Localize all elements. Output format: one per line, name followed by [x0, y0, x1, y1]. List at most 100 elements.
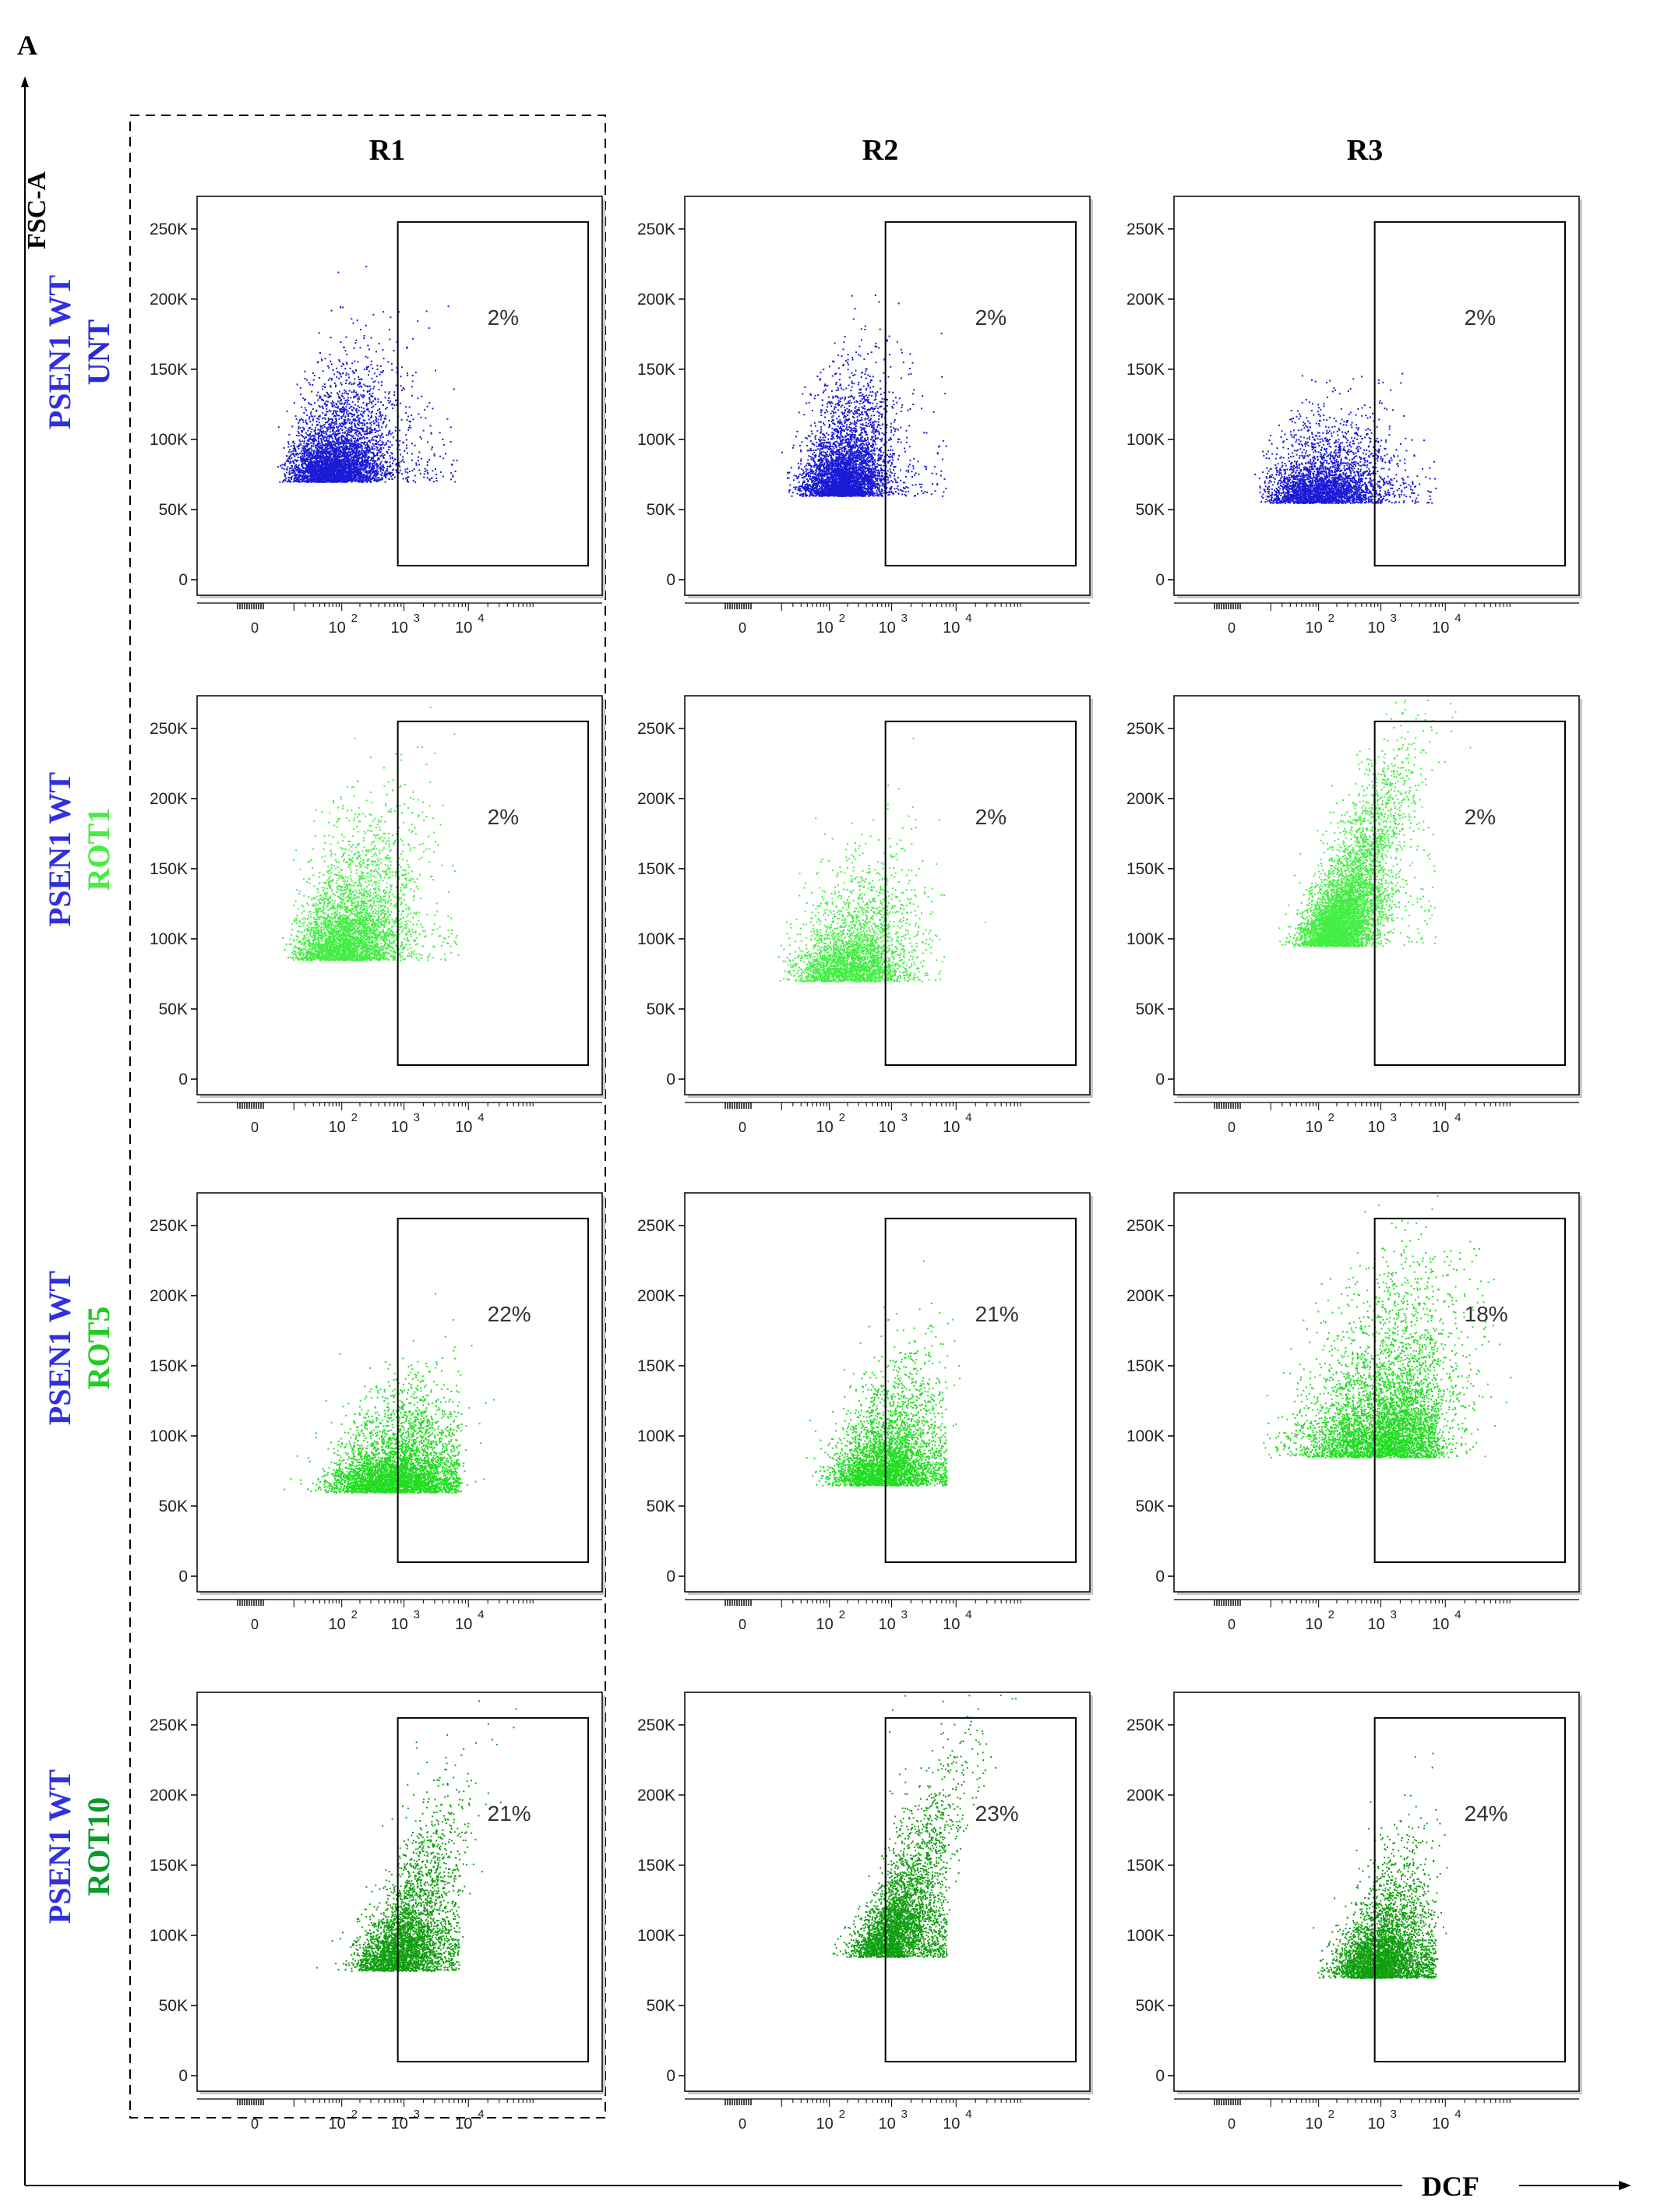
point [322, 443, 323, 445]
point [367, 357, 368, 358]
point [309, 404, 311, 405]
point [312, 372, 314, 374]
point [376, 436, 378, 437]
point [308, 416, 310, 418]
point [291, 465, 292, 467]
point [363, 390, 365, 392]
point [372, 439, 373, 441]
point [451, 464, 453, 465]
point [286, 411, 287, 412]
point [368, 397, 370, 399]
point [407, 429, 409, 431]
point [354, 440, 355, 442]
row-label-3: PSEN1 WTROT10 [42, 1769, 116, 1924]
point [339, 391, 340, 393]
point [336, 456, 337, 457]
point [372, 405, 374, 407]
point [335, 433, 337, 435]
point [342, 393, 344, 394]
point [374, 436, 375, 437]
point [360, 329, 361, 330]
point [372, 471, 374, 473]
point [388, 449, 390, 450]
point [408, 427, 410, 429]
point [417, 320, 418, 322]
point [278, 426, 280, 428]
point [335, 412, 337, 414]
point [303, 412, 305, 414]
point [450, 478, 452, 480]
point [390, 472, 391, 474]
point [338, 396, 340, 397]
point [385, 461, 386, 463]
row-label-line1: PSEN1 WT [42, 1271, 77, 1426]
point [401, 419, 403, 421]
row-label-2: PSEN1 WTROT5 [42, 1271, 116, 1426]
point [344, 392, 346, 393]
point [425, 471, 426, 472]
point [378, 441, 379, 443]
point [373, 439, 375, 441]
point [405, 406, 407, 407]
point [301, 430, 302, 432]
point [345, 350, 347, 351]
point [333, 427, 335, 429]
point [427, 464, 428, 466]
point [303, 443, 305, 444]
point [381, 385, 383, 386]
point [286, 468, 287, 470]
point [418, 469, 420, 471]
point [379, 374, 381, 376]
point [372, 429, 374, 431]
point [362, 422, 364, 424]
point [406, 439, 407, 441]
point [399, 472, 400, 474]
point [337, 450, 339, 452]
point [281, 467, 283, 469]
point [371, 422, 372, 423]
point [322, 418, 323, 419]
point [427, 473, 428, 475]
point [363, 407, 365, 409]
point [401, 390, 403, 391]
point [316, 421, 318, 422]
point [290, 455, 291, 457]
point [380, 418, 382, 420]
point [354, 361, 355, 362]
point [389, 391, 390, 393]
point [390, 465, 391, 467]
point [368, 366, 369, 368]
point [388, 432, 390, 433]
point [302, 427, 304, 429]
point [349, 473, 351, 475]
point [407, 416, 409, 418]
point [336, 420, 337, 422]
point [358, 407, 360, 408]
point [364, 369, 365, 370]
point [414, 468, 415, 470]
point [370, 388, 372, 390]
point [351, 425, 353, 427]
point [399, 429, 400, 431]
point [298, 469, 299, 471]
point [330, 431, 331, 432]
point [358, 376, 359, 378]
point [328, 418, 330, 419]
row-label-line1: PSEN1 WT [42, 772, 77, 927]
point [306, 379, 308, 381]
point [375, 418, 377, 419]
point [341, 439, 343, 440]
point [306, 423, 308, 425]
point [379, 415, 380, 417]
point [355, 432, 357, 433]
point [340, 450, 342, 452]
point [431, 449, 432, 450]
point [329, 397, 330, 398]
point [330, 361, 331, 362]
point [329, 438, 330, 439]
point [382, 349, 383, 351]
point [330, 378, 331, 379]
point [442, 476, 444, 478]
point [363, 411, 365, 413]
